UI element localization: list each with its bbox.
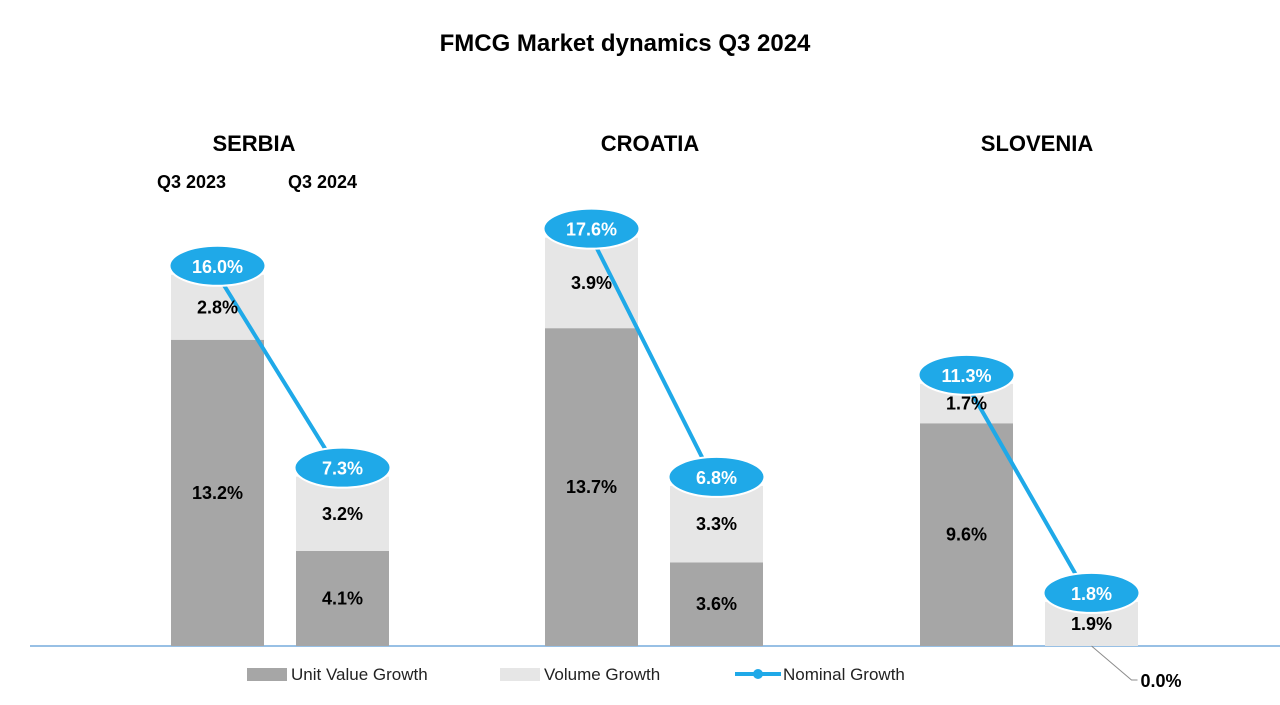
chart-title: FMCG Market dynamics Q3 2024 [439,30,811,57]
data-label-nominal: 17.6% [566,220,617,240]
data-label-volume: 2.8% [197,297,238,317]
group-title-croatia: CROATIA [601,131,700,156]
bar-volume-serbia-1[interactable] [296,476,389,551]
data-label-volume: 3.2% [322,504,363,524]
bar-unit-value-croatia-0[interactable] [545,328,638,646]
legend-swatch [500,668,540,681]
legend-label: Unit Value Growth [291,665,428,684]
labels-layer: SERBIA 13.2% 2.8% 4.1% 3.2% CROATIA 13.7% 3.9% 3… [157,131,1182,691]
legend-marker-swatch [753,669,763,679]
legend: Unit Value Growth Volume Growth Nominal Gr… [247,665,905,684]
callout-leader-line [1091,645,1138,681]
nominal-growth-bubble[interactable] [667,455,766,498]
data-label-volume: 1.7% [946,394,987,414]
legend-label: Nominal Growth [783,665,905,684]
data-label-nominal: 7.3% [322,459,363,479]
period-label-1: Q3 2024 [288,172,357,192]
legend-swatch [247,668,287,681]
legend-item-volume[interactable]: Volume Growth [500,665,660,684]
group-title-slovenia: SLOVENIA [981,131,1094,156]
legend-label: Volume Growth [544,665,660,684]
nominal-growth-bubble[interactable] [917,353,1016,396]
legend-item-nominal[interactable]: Nominal Growth [735,665,905,684]
data-label-unit-value: 9.6% [946,525,987,545]
bar-unit-value-croatia-1[interactable] [670,562,763,646]
data-label-unit-value: 3.6% [696,594,737,614]
data-label-nominal: 11.3% [941,366,991,386]
nominal-growth-bubble[interactable] [1042,571,1141,614]
bar-volume-croatia-1[interactable] [670,485,763,563]
bar-unit-value-serbia-1[interactable] [296,550,389,646]
nominal-growth-bubble[interactable] [168,244,267,287]
callout-label: 0.0% [1141,671,1182,691]
legend-item-unit_value[interactable]: Unit Value Growth [247,665,428,684]
bars-layer [30,237,1280,647]
bar-volume-croatia-0[interactable] [545,237,638,329]
data-label-volume: 3.3% [696,514,737,534]
bar-unit-value-serbia-0[interactable] [171,339,264,646]
data-label-volume: 1.9% [1071,614,1112,634]
period-label-0: Q3 2023 [157,172,226,192]
nominal-growth-line-croatia [589,236,719,487]
bar-unit-value-slovenia-0[interactable] [920,423,1013,646]
nominal-lines-layer [215,236,1094,603]
data-label-unit-value: 13.7% [566,477,617,497]
nominal-growth-bubble[interactable] [542,207,641,250]
nominal-growth-line-serbia [215,273,345,478]
data-label-nominal: 16.0% [192,257,243,277]
data-label-nominal: 1.8% [1071,584,1112,604]
nominal-growth-line-slovenia [964,382,1094,603]
nominal-growth-bubble[interactable] [293,446,392,489]
group-title-serbia: SERBIA [212,131,295,156]
data-label-unit-value: 13.2% [192,483,243,503]
data-label-nominal: 6.8% [696,468,737,488]
data-label-volume: 3.9% [571,273,612,293]
data-label-unit-value: 4.1% [322,588,363,608]
